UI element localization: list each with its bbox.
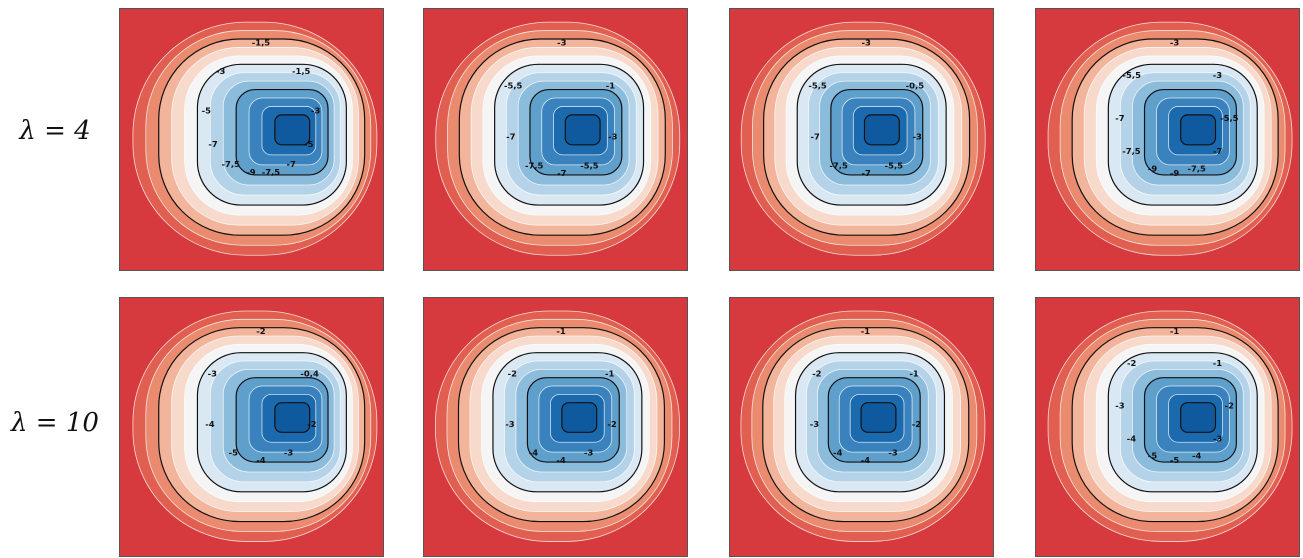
- contour-label: -1: [909, 369, 919, 379]
- contour-label: -3: [1170, 38, 1180, 48]
- contour-band: [274, 114, 311, 146]
- contour-label: -7: [208, 139, 218, 149]
- contour-label: -7,5: [829, 161, 848, 171]
- contour-panel: -2 -3 -4 -5 -4 -3 -2 -0,4: [119, 297, 384, 557]
- contour-label: -0,5: [906, 81, 925, 91]
- contour-label: -2: [256, 326, 266, 336]
- contour-label: -7,5: [262, 167, 281, 177]
- contour-label: -3: [888, 448, 898, 458]
- contour-panel: -1 -2 -3 -4 -4 -3 -2 -1: [423, 297, 688, 557]
- contour-label: -3: [284, 448, 294, 458]
- contour-label: -4: [256, 455, 266, 465]
- contour-label: -1: [1213, 358, 1223, 368]
- contour-label: -7,5: [1188, 163, 1207, 173]
- contour-label: -3: [1213, 70, 1223, 80]
- contour-label: -5: [304, 139, 314, 149]
- contour-plot: -1 -2 -3 -4 -5 -5 -4 -3 -2 -1: [1036, 298, 1299, 556]
- contour-label: -4: [205, 419, 215, 429]
- contour-label: -1: [1170, 326, 1180, 336]
- contour-band: [863, 114, 900, 146]
- contour-label: -0,4: [300, 369, 319, 379]
- contour-label: -3: [1115, 401, 1125, 411]
- contour-panel: -3 -5,5 -7 -7,5 -7 -5,5 -3 -1: [423, 8, 688, 271]
- contour-band: [564, 114, 601, 146]
- contour-panel: -1 -2 -3 -4 -4 -3 -2 -1: [729, 297, 994, 557]
- row-label-lambda-4: λ = 4: [19, 116, 91, 146]
- contour-label: -7: [811, 132, 821, 142]
- contour-label: -1: [861, 326, 871, 336]
- contour-band: [1180, 402, 1217, 433]
- contour-panel: -1 -2 -3 -4 -5 -5 -4 -3 -2 -1: [1035, 297, 1300, 557]
- contour-label: -7: [557, 168, 567, 178]
- contour-label: -7: [1213, 146, 1223, 156]
- contour-label: -3: [505, 419, 515, 429]
- contour-plot: -1 -2 -3 -4 -4 -3 -2 -1: [730, 298, 993, 556]
- contour-label: -3: [862, 38, 872, 48]
- contour-plot: -1,5 -3 -5 -7 -7,5 -9 -7,5 -7 -5 -3 -1,5: [120, 9, 383, 270]
- contour-plot: -3 -5,5 -7 -7,5 -9 -9 -7,5 -7 -5,5 -3: [1036, 9, 1299, 270]
- contour-label: -5: [1148, 451, 1158, 461]
- contour-label: -1: [606, 81, 616, 91]
- contour-label: -7: [862, 168, 872, 178]
- contour-label: -5: [202, 105, 212, 115]
- contour-label: -2: [508, 369, 518, 379]
- contour-label: -3: [208, 369, 218, 379]
- contour-label: -5,5: [885, 161, 904, 171]
- contour-label: -3: [1213, 434, 1223, 444]
- contour-panel: -3 -5,5 -7 -7,5 -9 -9 -7,5 -7 -5,5 -3: [1035, 8, 1300, 271]
- contour-band: [561, 402, 598, 433]
- contour-label: -2: [812, 369, 822, 379]
- contour-label: -3: [216, 66, 226, 76]
- contour-band: [1180, 114, 1217, 146]
- contour-label: -2: [307, 419, 317, 429]
- contour-label: -5: [229, 448, 239, 458]
- contour-panel: -1,5 -3 -5 -7 -7,5 -9 -7,5 -7 -5 -3 -1,5: [119, 8, 384, 271]
- contour-label: -4: [1127, 434, 1137, 444]
- contour-label: -5,5: [1123, 70, 1142, 80]
- contour-label: -9: [246, 167, 256, 177]
- contour-label: -3: [608, 132, 618, 142]
- contour-label: -7: [506, 132, 516, 142]
- contour-label: -2: [1127, 358, 1137, 368]
- contour-label: -2: [1225, 401, 1235, 411]
- contour-label: -3: [311, 105, 321, 115]
- contour-label: -5: [1170, 455, 1180, 465]
- contour-band: [860, 402, 897, 433]
- contour-label: -7: [287, 159, 297, 169]
- contour-label: -3: [913, 132, 923, 142]
- contour-label: -4: [833, 448, 843, 458]
- contour-label: -3: [584, 448, 594, 458]
- contour-label: -2: [912, 419, 922, 429]
- row-label-lambda-10: λ = 10: [11, 408, 99, 438]
- contour-label: -2: [607, 419, 617, 429]
- contour-plot: -1 -2 -3 -4 -4 -3 -2 -1: [424, 298, 687, 556]
- contour-label: -1,5: [292, 66, 311, 76]
- contour-label: -7,5: [1122, 146, 1141, 156]
- contour-plot: -2 -3 -4 -5 -4 -3 -2 -0,4: [120, 298, 383, 556]
- contour-label: -4: [529, 448, 539, 458]
- contour-label: -4: [861, 455, 871, 465]
- contour-label: -5,5: [504, 81, 523, 91]
- contour-label: -1: [556, 326, 566, 336]
- contour-label: -9: [1170, 168, 1180, 178]
- contour-label: -4: [1192, 451, 1202, 461]
- contour-label: -9: [1148, 163, 1158, 173]
- contour-label: -1,5: [252, 38, 271, 48]
- contour-label: -5,5: [580, 161, 599, 171]
- contour-label: -7: [1115, 113, 1125, 123]
- contour-label: -1: [605, 369, 615, 379]
- contour-label: -5,5: [1220, 113, 1239, 123]
- contour-label: -3: [557, 38, 567, 48]
- contour-label: -4: [556, 455, 566, 465]
- contour-label: -7,5: [222, 159, 241, 169]
- contour-band: [274, 402, 311, 433]
- contour-label: -5,5: [808, 81, 827, 91]
- contour-label: -3: [810, 419, 820, 429]
- contour-plot: -3 -5,5 -7 -7,5 -7 -5,5 -3 -0,5: [730, 9, 993, 270]
- contour-panel: -3 -5,5 -7 -7,5 -7 -5,5 -3 -0,5: [729, 8, 994, 271]
- contour-plot: -3 -5,5 -7 -7,5 -7 -5,5 -3 -1: [424, 9, 687, 270]
- contour-label: -7,5: [525, 161, 544, 171]
